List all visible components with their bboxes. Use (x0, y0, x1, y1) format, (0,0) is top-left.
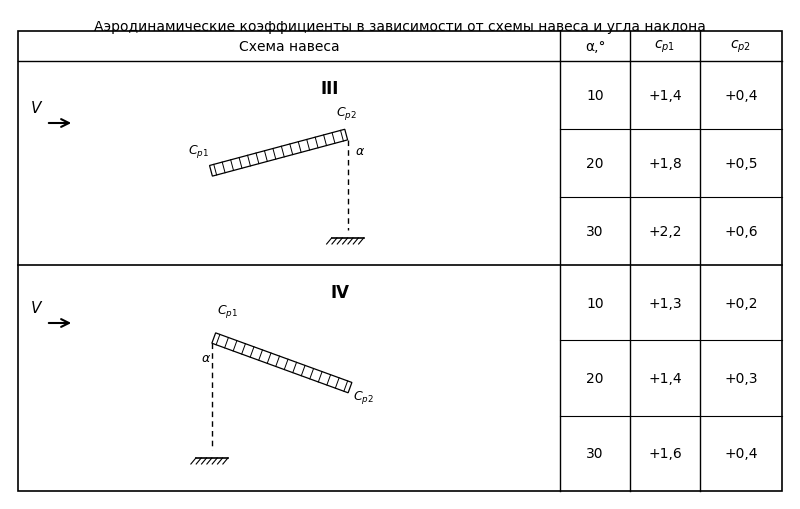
Text: III: III (321, 80, 339, 98)
Text: 30: 30 (586, 224, 604, 239)
Text: +1,6: +1,6 (648, 446, 682, 461)
Text: $c_{p2}$: $c_{p2}$ (730, 39, 751, 55)
Text: 10: 10 (586, 89, 604, 103)
Text: +1,8: +1,8 (648, 157, 682, 171)
Text: IV: IV (330, 284, 350, 301)
Text: +0,4: +0,4 (724, 446, 758, 461)
Text: 20: 20 (586, 157, 604, 171)
Text: +0,5: +0,5 (724, 157, 758, 171)
Text: α,°: α,° (585, 40, 606, 54)
Text: 30: 30 (586, 446, 604, 461)
Text: $C_{p1}$: $C_{p1}$ (188, 143, 209, 160)
Polygon shape (212, 333, 352, 393)
Text: α: α (202, 352, 210, 364)
Text: 20: 20 (586, 371, 604, 385)
Text: $c_{p1}$: $c_{p1}$ (654, 39, 675, 55)
Text: $C_{p1}$: $C_{p1}$ (217, 302, 238, 319)
Text: V: V (31, 101, 41, 116)
Text: +1,4: +1,4 (648, 89, 682, 103)
Text: V: V (31, 300, 41, 316)
Text: 10: 10 (586, 296, 604, 310)
Text: $C_{p2}$: $C_{p2}$ (353, 388, 374, 405)
Text: +0,2: +0,2 (724, 296, 758, 310)
Text: +2,2: +2,2 (648, 224, 682, 239)
Text: $C_{p2}$: $C_{p2}$ (336, 105, 357, 122)
Text: +1,3: +1,3 (648, 296, 682, 310)
Text: Аэродинамические коэффициенты в зависимости от схемы навеса и угла наклона: Аэродинамические коэффициенты в зависимо… (94, 20, 706, 34)
Polygon shape (210, 130, 348, 177)
Text: +0,3: +0,3 (724, 371, 758, 385)
Text: +0,6: +0,6 (724, 224, 758, 239)
Text: +0,4: +0,4 (724, 89, 758, 103)
Text: α: α (356, 145, 364, 158)
Text: Схема навеса: Схема навеса (238, 40, 339, 54)
Text: +1,4: +1,4 (648, 371, 682, 385)
